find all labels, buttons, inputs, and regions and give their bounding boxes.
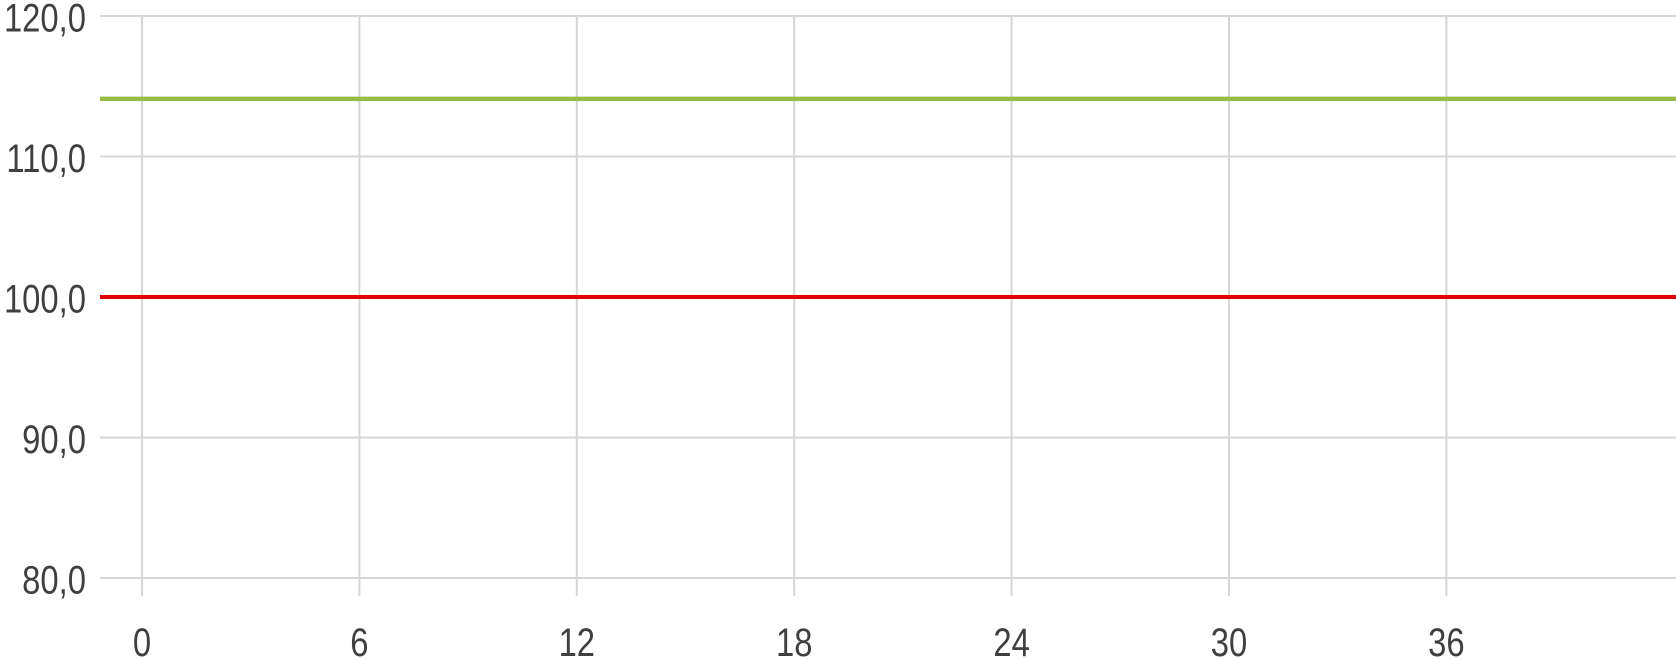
x-tick-label: 24 bbox=[993, 620, 1029, 659]
x-tick-label: 6 bbox=[350, 620, 368, 659]
x-tick-label: 30 bbox=[1211, 620, 1247, 659]
x-tick-label: 0 bbox=[133, 620, 151, 659]
y-tick-label: 110,0 bbox=[6, 136, 86, 181]
x-tick-label: 12 bbox=[559, 620, 595, 659]
y-tick-label: 120,0 bbox=[4, 0, 86, 40]
y-tick-label: 90,0 bbox=[22, 417, 86, 462]
x-tick-label: 18 bbox=[776, 620, 812, 659]
x-tick-label: 36 bbox=[1428, 620, 1464, 659]
y-tick-label: 80,0 bbox=[22, 558, 86, 603]
y-tick-label: 100,0 bbox=[4, 277, 86, 322]
